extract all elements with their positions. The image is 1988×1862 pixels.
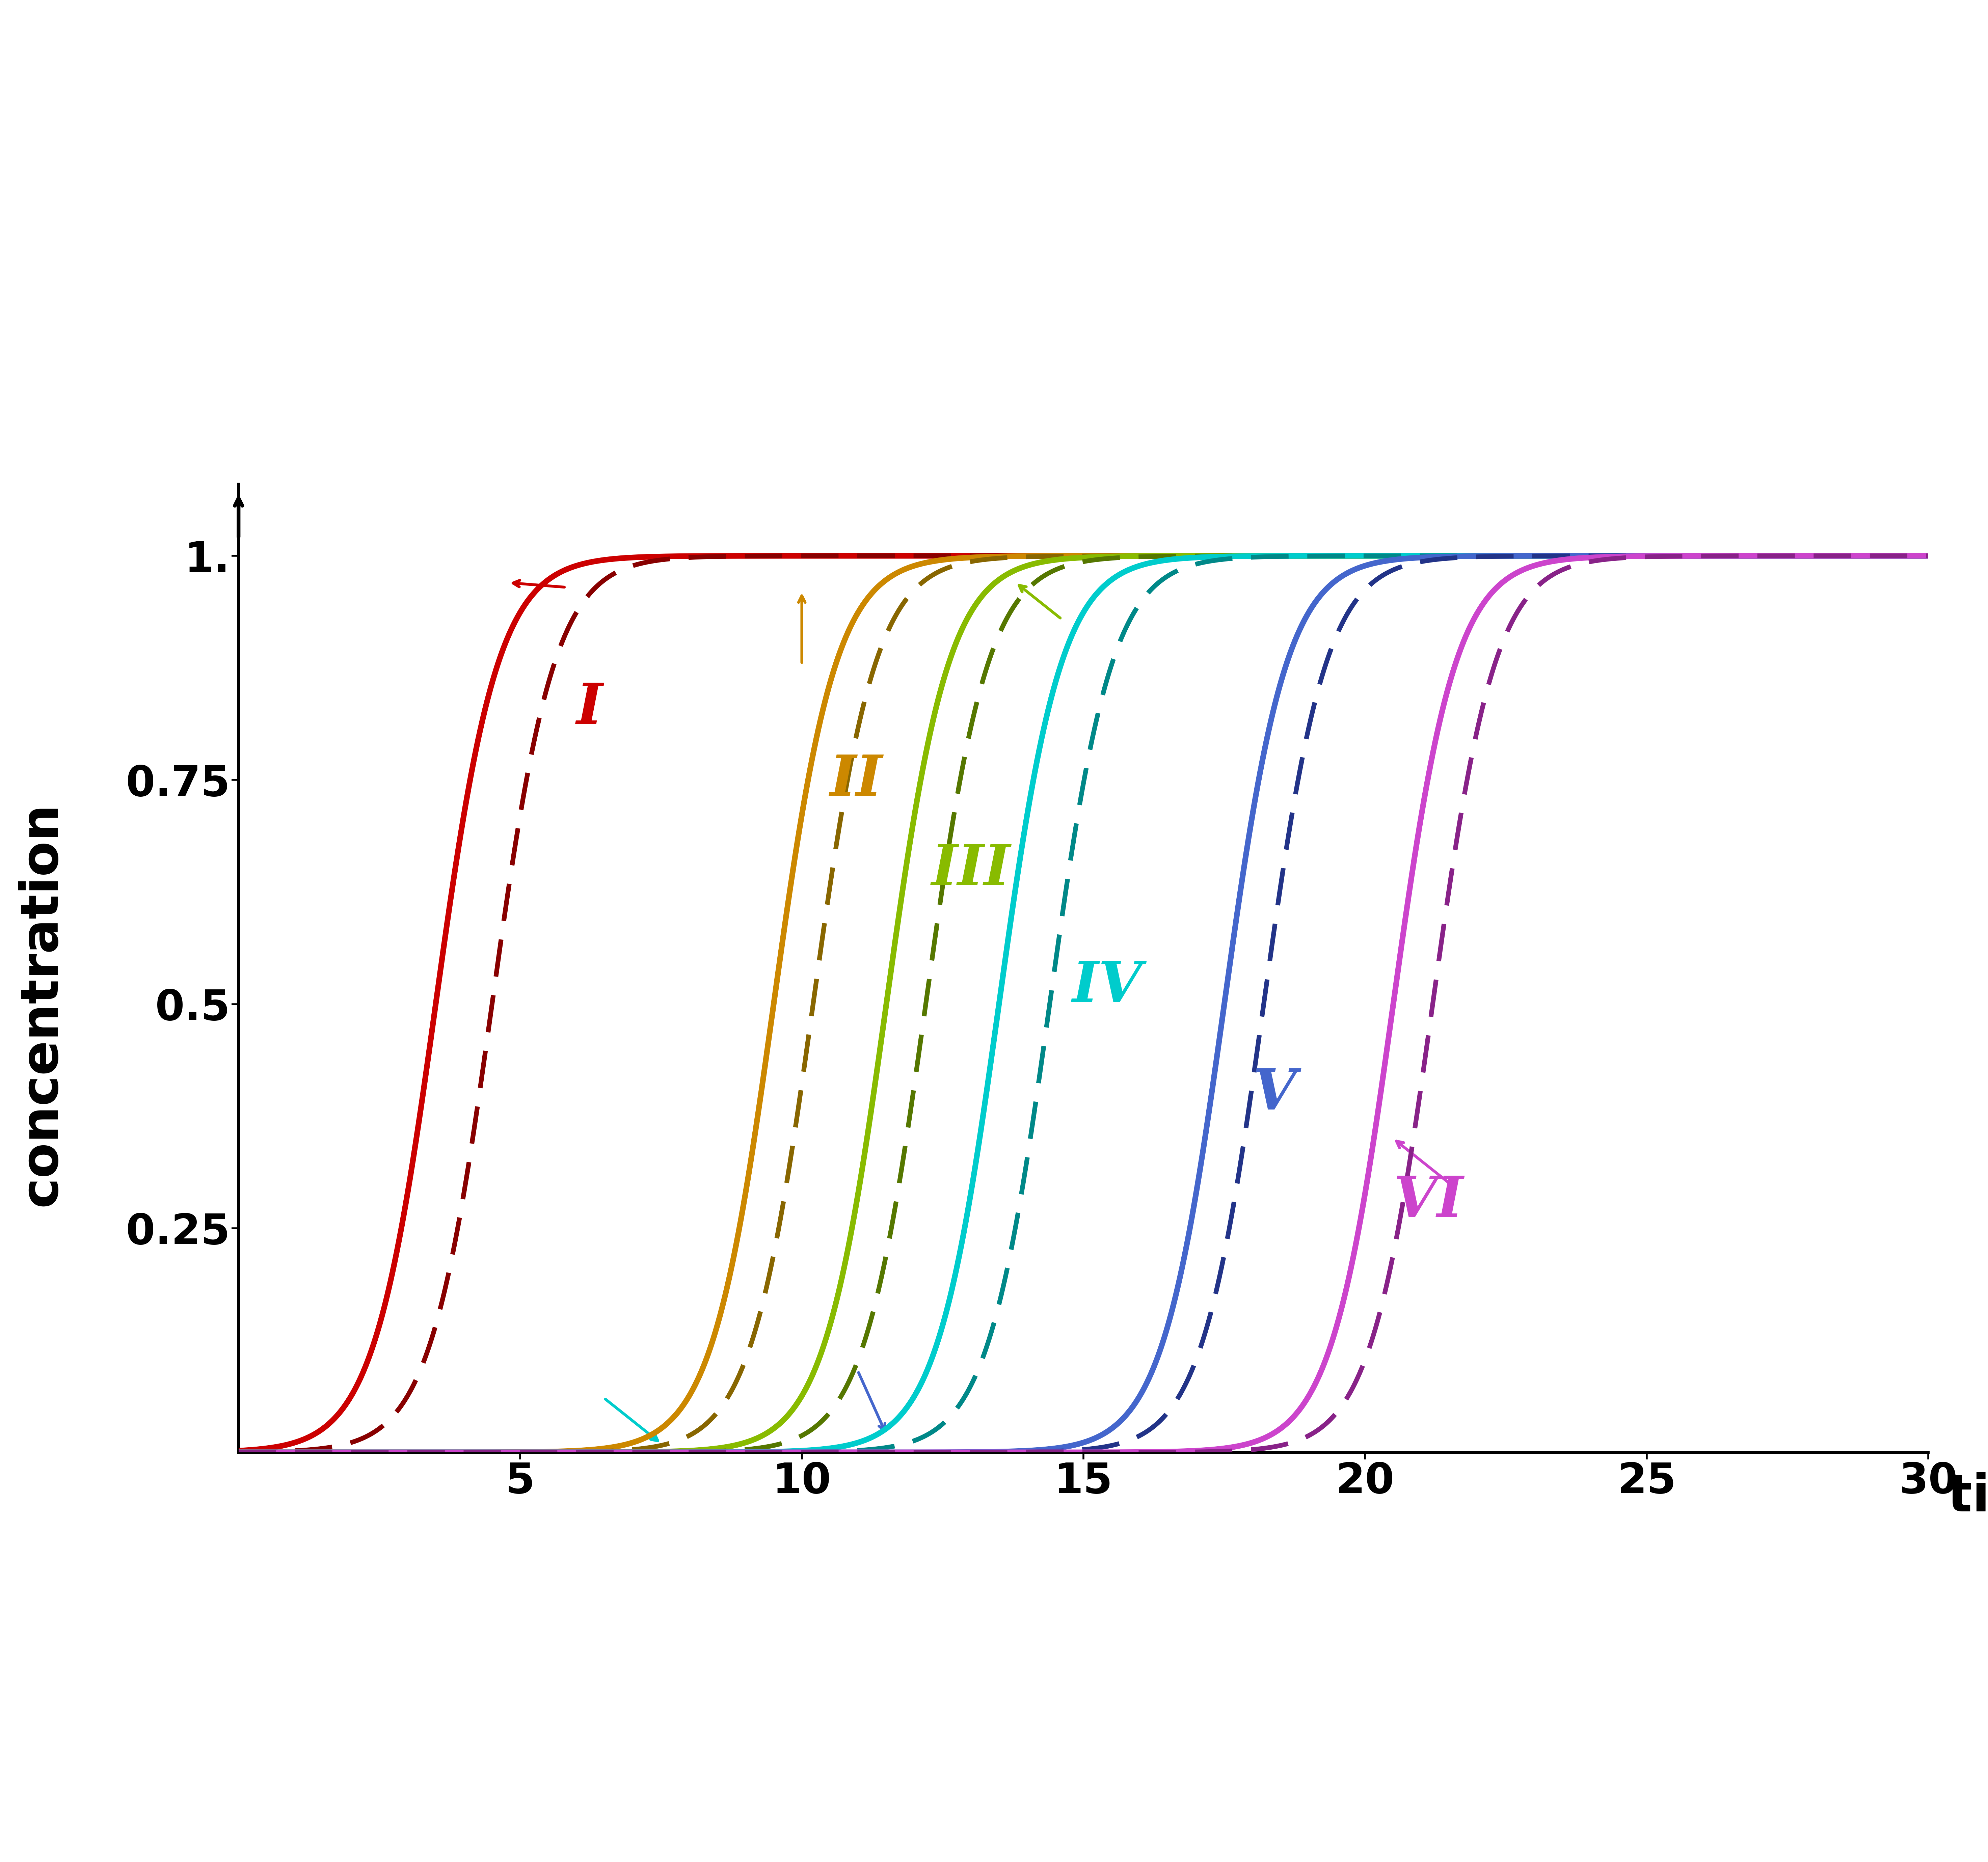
Text: IV: IV xyxy=(1072,959,1143,1013)
Text: V: V xyxy=(1252,1067,1296,1121)
Text: I: I xyxy=(577,681,602,735)
Text: II: II xyxy=(831,752,883,808)
Text: time: time xyxy=(1948,1473,1988,1523)
Text: III: III xyxy=(930,842,1010,897)
Text: concentration: concentration xyxy=(16,803,66,1207)
Text: VI: VI xyxy=(1394,1175,1463,1229)
